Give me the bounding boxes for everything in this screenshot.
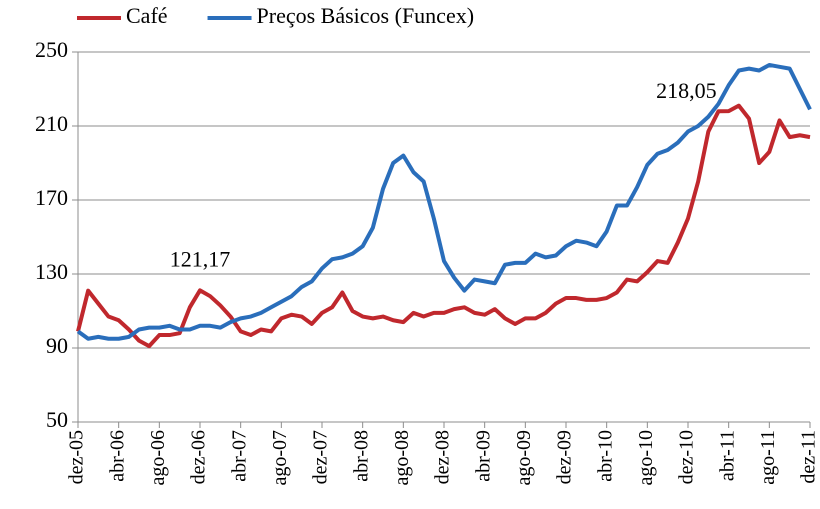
line-series <box>76 103 811 349</box>
x-tick-label: dez-10 <box>676 430 698 484</box>
x-tick-label: dez-11 <box>798 430 820 484</box>
y-tick-label: 130 <box>35 259 68 284</box>
data-label: 218,05 <box>656 78 717 103</box>
x-tick-label: ago-10 <box>635 430 657 486</box>
x-tick-label: dez-09 <box>554 430 576 484</box>
x-tick-label: ago-09 <box>513 430 535 486</box>
legend-label: Preços Básicos (Funcex) <box>257 3 475 28</box>
x-tick-label: abr-08 <box>350 430 372 482</box>
legend-label: Café <box>126 3 168 28</box>
x-tick-label: abr-10 <box>594 430 616 482</box>
x-tick-label: dez-07 <box>310 430 332 484</box>
x-tick-label: ago-11 <box>757 430 779 485</box>
x-tick-label: abr-07 <box>228 430 250 482</box>
data-label: 121,17 <box>170 246 231 271</box>
x-tick-label: abr-11 <box>716 430 738 481</box>
x-tick-label: ago-06 <box>147 430 169 486</box>
y-tick-label: 50 <box>46 407 68 432</box>
x-tick-label: abr-06 <box>106 430 128 482</box>
line-series <box>76 62 812 341</box>
x-tick-label: abr-09 <box>472 430 494 482</box>
y-tick-label: 250 <box>35 37 68 62</box>
x-tick-label: ago-07 <box>269 430 291 486</box>
y-tick-label: 90 <box>46 333 68 358</box>
x-tick-label: dez-05 <box>66 430 88 484</box>
y-tick-label: 210 <box>35 111 68 136</box>
x-tick-label: dez-08 <box>432 430 454 484</box>
y-tick-label: 170 <box>35 185 68 210</box>
x-tick-label: dez-06 <box>188 430 210 484</box>
x-tick-label: ago-08 <box>391 430 413 486</box>
